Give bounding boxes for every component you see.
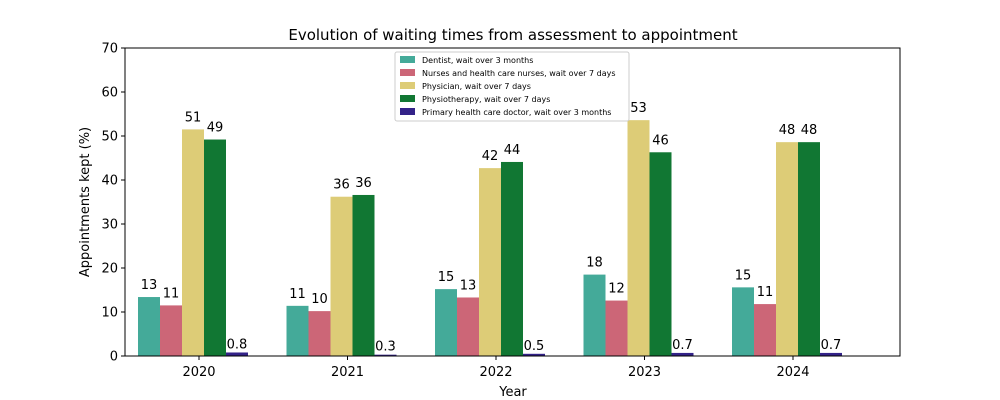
data-label: 0.7 bbox=[672, 338, 693, 353]
bar bbox=[583, 274, 606, 356]
x-axis: 2020 2021 2022 2023 2024 bbox=[182, 356, 810, 380]
bars-layer bbox=[138, 120, 842, 356]
y-tick-label: 70 bbox=[101, 42, 118, 57]
data-label: 36 bbox=[333, 178, 350, 193]
bar bbox=[160, 305, 182, 356]
data-label: 0.8 bbox=[227, 337, 248, 352]
chart-title: Evolution of waiting times from assessme… bbox=[288, 26, 737, 44]
legend-swatch bbox=[400, 69, 415, 76]
x-tick-label: 2022 bbox=[479, 365, 512, 380]
data-label: 42 bbox=[482, 149, 499, 164]
data-label: 44 bbox=[504, 143, 521, 158]
y-tick-label: 50 bbox=[101, 130, 118, 145]
data-label: 10 bbox=[311, 292, 328, 307]
plot-frame bbox=[124, 47, 901, 357]
legend: Dentist, wait over 3 months Nurses and he… bbox=[394, 51, 630, 122]
bar bbox=[649, 152, 672, 356]
y-axis: 0 10 20 30 40 50 60 70 bbox=[101, 42, 125, 365]
x-axis-title: Year bbox=[498, 385, 527, 400]
bar bbox=[671, 352, 694, 356]
bar bbox=[374, 354, 397, 356]
bar bbox=[732, 287, 754, 356]
data-label: 0.3 bbox=[375, 340, 396, 355]
bar bbox=[286, 305, 309, 356]
data-label: 11 bbox=[757, 285, 774, 300]
legend-label: Dentist, wait over 3 months bbox=[422, 56, 533, 65]
y-tick-label: 20 bbox=[101, 262, 118, 277]
data-label: 12 bbox=[608, 282, 625, 297]
data-label: 0.5 bbox=[524, 339, 545, 354]
legend-label: Physician, wait over 7 days bbox=[422, 82, 531, 91]
legend-box bbox=[394, 51, 630, 122]
data-label: 36 bbox=[355, 176, 372, 191]
data-label: 53 bbox=[630, 101, 647, 116]
bar bbox=[501, 161, 523, 356]
data-label: 13 bbox=[460, 278, 477, 293]
data-label: 49 bbox=[207, 121, 224, 136]
data-label: 11 bbox=[163, 286, 180, 301]
legend-label: Physiotherapy, wait over 7 days bbox=[422, 95, 550, 104]
bar bbox=[138, 297, 160, 356]
x-tick-label: 2024 bbox=[776, 365, 809, 380]
y-tick-label: 30 bbox=[101, 218, 118, 233]
bar bbox=[523, 353, 545, 356]
x-tick-label: 2020 bbox=[182, 365, 215, 380]
bar bbox=[605, 300, 628, 356]
data-label: 51 bbox=[185, 110, 202, 125]
bar bbox=[330, 196, 353, 356]
x-tick-label: 2021 bbox=[331, 365, 364, 380]
legend-label: Primary health care doctor, wait over 3 … bbox=[422, 108, 611, 117]
bar bbox=[435, 289, 457, 356]
legend-swatch bbox=[400, 82, 415, 89]
data-label: 48 bbox=[801, 123, 818, 138]
legend-swatch bbox=[400, 56, 415, 63]
data-labels-layer: 13 11 51 49 0.8 11 10 36 36 0.3 15 13 42 44 0.5 18 12 53 4… bbox=[141, 101, 842, 355]
y-axis-title: Appointments kept (%) bbox=[78, 127, 93, 277]
legend-label: Nurses and health care nurses, wait over… bbox=[422, 69, 616, 78]
y-tick-label: 40 bbox=[101, 174, 118, 189]
bar bbox=[226, 352, 248, 356]
bar bbox=[182, 129, 204, 356]
data-label: 15 bbox=[438, 270, 455, 285]
bar bbox=[754, 304, 776, 356]
bar bbox=[352, 194, 375, 356]
bar bbox=[204, 139, 226, 356]
y-tick-label: 0 bbox=[110, 350, 118, 365]
x-tick-label: 2023 bbox=[628, 365, 661, 380]
y-tick-label: 10 bbox=[101, 306, 118, 321]
bar bbox=[627, 120, 650, 356]
data-label: 11 bbox=[289, 287, 306, 302]
bar bbox=[479, 168, 501, 356]
bar bbox=[776, 142, 798, 356]
data-label: 13 bbox=[141, 278, 158, 293]
bar bbox=[308, 311, 331, 356]
y-tick-label: 60 bbox=[101, 86, 118, 101]
legend-swatch bbox=[400, 95, 415, 102]
data-label: 18 bbox=[586, 256, 603, 271]
data-label: 0.7 bbox=[821, 338, 842, 353]
data-label: 46 bbox=[652, 133, 669, 148]
data-label: 15 bbox=[735, 268, 752, 283]
data-label: 48 bbox=[779, 123, 796, 138]
legend-swatch bbox=[400, 108, 415, 115]
bar bbox=[820, 352, 842, 356]
bar bbox=[798, 142, 820, 356]
bar bbox=[457, 297, 479, 356]
